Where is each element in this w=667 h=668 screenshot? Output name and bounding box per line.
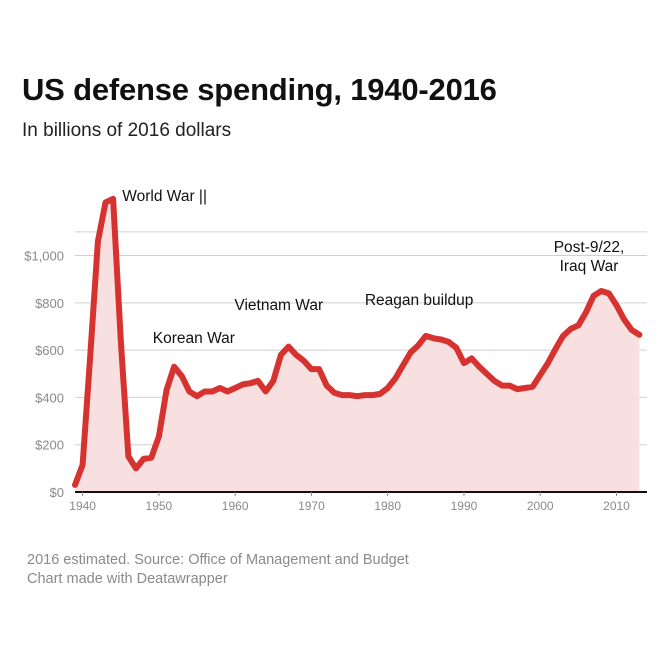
- y-tick-label: $200: [35, 438, 64, 453]
- x-tick-label: 2010: [603, 499, 630, 513]
- series-line: [72, 195, 643, 488]
- credit-note: Chart made with Deatawrapper: [27, 571, 228, 587]
- chart-footer: 2016 estimated. Source: Office of Manage…: [27, 551, 409, 589]
- source-note: 2016 estimated. Source: Office of Manage…: [27, 552, 409, 568]
- y-tick-label: $0: [50, 485, 64, 500]
- annotation-label: World War ||: [122, 188, 207, 205]
- annotation-label: Post-9/22,: [554, 239, 625, 256]
- chart-subtitle: In billions of 2016 dollars: [22, 120, 232, 141]
- x-tick-label: 1960: [222, 499, 249, 513]
- x-tick-label: 1980: [374, 499, 401, 513]
- y-tick-label: $800: [35, 296, 64, 311]
- series-area: [75, 198, 640, 493]
- annotation-label: Reagan buildup: [365, 292, 474, 309]
- x-tick-label: 1970: [298, 499, 325, 513]
- x-tick-label: 1950: [146, 499, 173, 513]
- annotation-label: Iraq War: [560, 258, 619, 275]
- series-line-layer: [72, 195, 643, 488]
- y-tick-label: $600: [35, 343, 64, 358]
- annotation-label: Vietnam War: [234, 297, 323, 314]
- y-axis-ticks: $0 $200 $400 $600 $800 $1,000: [24, 249, 64, 500]
- x-axis-ticks: 1940 1950 1960 1970 1980 1990 2000 2010: [69, 492, 630, 513]
- annotation-label: Korean War: [153, 330, 235, 347]
- annotations: World War || Korean War Vietnam War Reagan …: [122, 188, 624, 347]
- x-tick-label: 1940: [69, 499, 96, 513]
- x-tick-label: 1990: [451, 499, 478, 513]
- chart-title: US defense spending, 1940-2016: [22, 72, 497, 107]
- area-fill-layer: [75, 198, 640, 493]
- y-tick-label: $400: [35, 390, 64, 405]
- chart-canvas: $0 $200 $400 $600 $800 $1,000 1940 1950 1960 197…: [24, 188, 647, 513]
- y-tick-label: $1,000: [24, 249, 64, 264]
- x-tick-label: 2000: [527, 499, 554, 513]
